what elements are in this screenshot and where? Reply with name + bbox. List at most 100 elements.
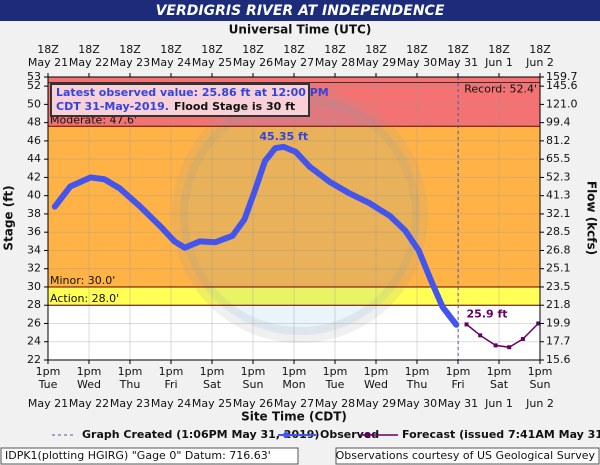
x-tick-date: Jun 2 xyxy=(525,397,554,410)
observed-point xyxy=(101,176,107,182)
x2-tick-label: 18Z xyxy=(119,43,141,56)
y-tick-label: 24 xyxy=(27,335,41,348)
x2-tick-date: May 25 xyxy=(192,56,232,69)
observed-point xyxy=(117,185,123,191)
x2-tick-date: May 31 xyxy=(438,56,478,69)
x-tick-label: 1pm xyxy=(528,365,553,378)
x-tick-day: Thu xyxy=(119,378,141,391)
observed-point xyxy=(171,238,177,244)
observed-point xyxy=(230,233,235,239)
data-label: 25.9 ft xyxy=(467,307,508,320)
y2-tick-label: 21.8 xyxy=(546,298,571,311)
plot-frame xyxy=(47,76,541,361)
y2-tick-label: 15.6 xyxy=(546,353,571,366)
y-tick-label: 26 xyxy=(27,316,41,329)
y-tick-label: 44 xyxy=(27,152,41,165)
title-bar xyxy=(0,0,600,21)
observed-point xyxy=(402,227,408,233)
x-tick-date: May 30 xyxy=(397,397,437,410)
footer-box xyxy=(335,447,600,465)
y-tick-label: 42 xyxy=(27,170,41,183)
y2-tick-label: 99.4 xyxy=(546,116,571,129)
x2-tick-label: 18Z xyxy=(406,43,428,56)
x2-tick-label: 18Z xyxy=(283,43,305,56)
observed-point xyxy=(347,191,353,197)
y-tick-label: 30 xyxy=(27,280,41,293)
x-tick-label: 1pm xyxy=(323,365,348,378)
x-tick-date: Jun 1 xyxy=(484,397,513,410)
x2-tick-label: 18Z xyxy=(201,43,223,56)
legend-forecast-dot xyxy=(366,433,370,437)
y-tick-label: 50 xyxy=(27,97,41,110)
x2-tick-date: Jun 2 xyxy=(525,56,554,69)
x2-tick-label: 18Z xyxy=(447,43,469,56)
x-tick-date: May 24 xyxy=(151,397,191,410)
footer-box xyxy=(0,447,299,465)
x-tick-date: May 28 xyxy=(315,397,355,410)
observed-point xyxy=(416,247,422,253)
observed-point xyxy=(281,144,287,150)
y-axis-title: Stage (ft) xyxy=(2,185,16,250)
observed-point xyxy=(88,174,94,180)
x2-tick-date: Jun 1 xyxy=(484,56,513,69)
latest-line: CDT 31-May-2019. xyxy=(56,100,169,113)
y-tick-label: 53 xyxy=(27,70,41,83)
forecast-point xyxy=(493,343,498,348)
x-tick-label: 1pm xyxy=(487,365,512,378)
x2-tick-label: 18Z xyxy=(242,43,264,56)
y2-tick-label: 26.8 xyxy=(546,243,571,256)
observed-point xyxy=(158,224,164,230)
x2-tick-label: 18Z xyxy=(365,43,387,56)
footer-right: Observations courtesy of US Geological S… xyxy=(336,449,596,462)
observed-point xyxy=(262,158,268,164)
x-tick-date: May 21 xyxy=(28,397,68,410)
legend-label: Observed xyxy=(320,428,379,441)
threshold-label: Record: 52.4' xyxy=(464,82,537,95)
x-tick-label: 1pm xyxy=(364,365,389,378)
x-tick-day: Tue xyxy=(325,378,345,391)
y2-tick-label: 65.5 xyxy=(546,152,571,165)
y-tick-label: 36 xyxy=(27,225,41,238)
y-tick-label: 22 xyxy=(27,353,41,366)
y-tick-label: 32 xyxy=(27,262,41,275)
observed-point xyxy=(252,188,258,194)
observed-point xyxy=(327,179,333,185)
x2-tick-date: May 30 xyxy=(397,56,437,69)
x-tick-date: May 27 xyxy=(274,397,314,410)
observed-point xyxy=(197,238,203,244)
x-tick-label: 1pm xyxy=(282,365,307,378)
y2-tick-label: 121.0 xyxy=(546,97,578,110)
y2-tick-label: 52.3 xyxy=(546,170,571,183)
x-tick-label: 1pm xyxy=(200,365,225,378)
x-tick-label: 1pm xyxy=(241,365,266,378)
x-tick-label: 1pm xyxy=(405,365,430,378)
legend-label: Forecast (issued 7:41AM May 31) xyxy=(402,428,600,441)
observed-point xyxy=(366,200,372,206)
x-tick-date: May 26 xyxy=(233,397,273,410)
x2-tick-label: 18Z xyxy=(529,43,551,56)
x2-tick-date: May 24 xyxy=(151,56,191,69)
latest-box xyxy=(50,83,310,117)
x-tick-day: Sun xyxy=(243,378,264,391)
x-tick-date: May 25 xyxy=(192,397,232,410)
forecast-point xyxy=(520,337,525,342)
y2-tick-label: 28.5 xyxy=(546,225,571,238)
y-tick-label: 28 xyxy=(27,298,41,311)
x2-tick-date: May 27 xyxy=(274,56,314,69)
observed-point xyxy=(182,245,188,251)
observed-point xyxy=(453,322,459,328)
y-tick-label: 34 xyxy=(27,243,41,256)
x-tick-date: May 23 xyxy=(110,397,150,410)
latest-line: Latest observed value: 25.86 ft at 12:00… xyxy=(56,86,329,99)
y-tick-label: 46 xyxy=(27,134,41,147)
x-tick-label: 1pm xyxy=(77,365,102,378)
x2-tick-label: 18Z xyxy=(488,43,510,56)
x2-tick-date: May 21 xyxy=(28,56,68,69)
x-tick-date: May 31 xyxy=(438,397,478,410)
observed-point xyxy=(387,213,393,219)
y2-tick-label: 159.7 xyxy=(546,70,578,83)
observed-point xyxy=(440,304,446,310)
